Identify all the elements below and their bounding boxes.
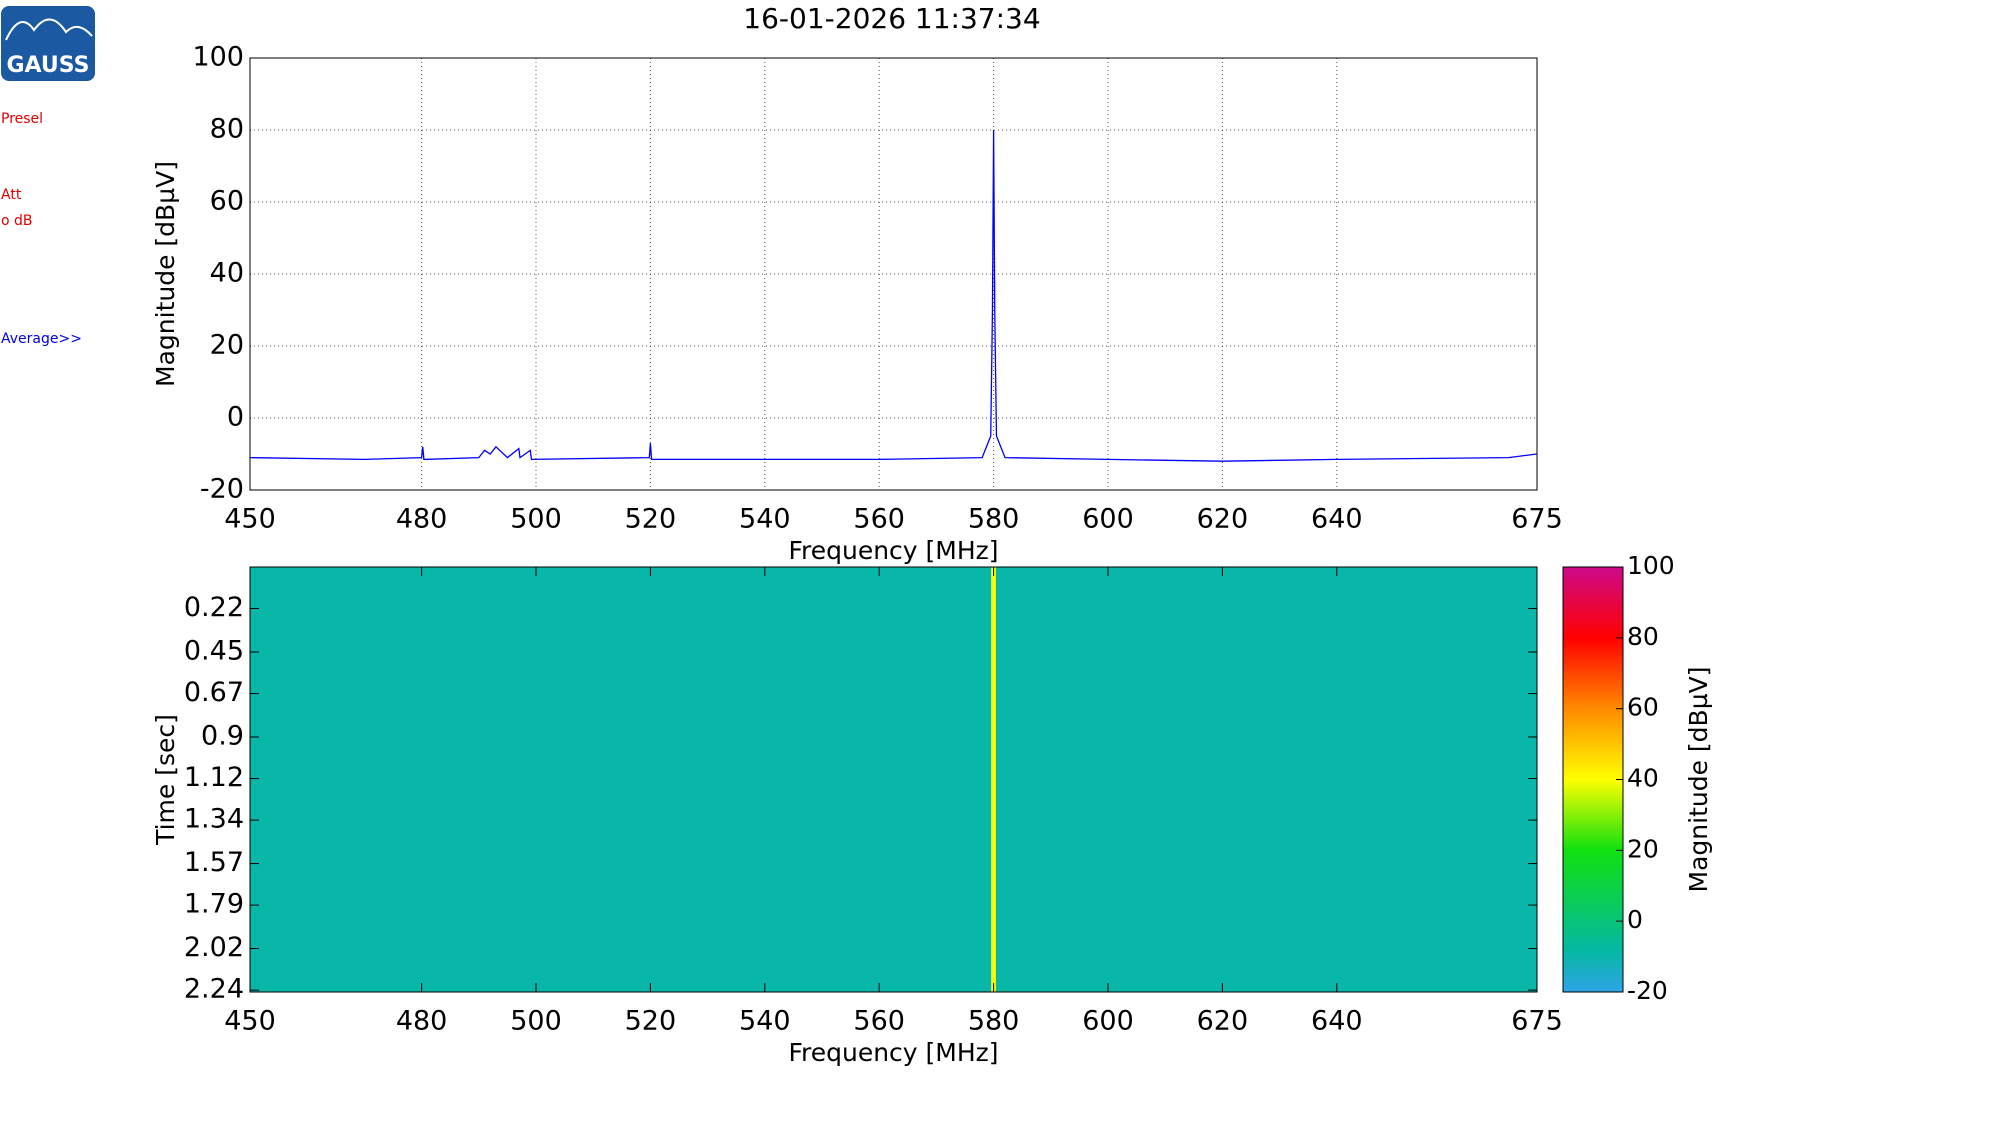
chart-title: 16-01-2026 11:37:34: [743, 2, 1040, 35]
y-tick-label: 2.24: [184, 974, 244, 1005]
x-tick-label: 675: [1511, 504, 1563, 535]
y-tick-label: 0: [227, 402, 244, 433]
y-tick-label: 60: [210, 186, 244, 217]
x-tick-label: 580: [968, 1006, 1020, 1037]
x-axis-label: Frequency [MHz]: [788, 1038, 998, 1067]
logo-wave: [5, 18, 93, 41]
y-tick-label: 80: [210, 114, 244, 145]
y-tick-label: 0.67: [184, 677, 244, 708]
x-tick-label: 560: [853, 1006, 905, 1037]
plot-frame: [249, 57, 1538, 491]
colorbar-tick-label: -20: [1627, 976, 1668, 1005]
average-button[interactable]: Average>>: [1, 331, 82, 347]
x-tick-label: 640: [1311, 504, 1363, 535]
y-tick-label: 1.57: [184, 847, 244, 878]
colorbar-label: Magnitude [dBµV]: [1684, 667, 1713, 893]
logo: GAUSS: [1, 6, 95, 81]
y-tick-label: 1.79: [184, 889, 244, 920]
y-axis-label: Time [sec]: [151, 714, 180, 846]
x-tick-label: 500: [510, 504, 562, 535]
att-value: o dB: [1, 213, 33, 229]
x-tick-label: 560: [853, 504, 905, 535]
heatmap-cell: [250, 567, 992, 992]
x-tick-label: 480: [396, 1006, 448, 1037]
colorbar-tick-label: 40: [1627, 764, 1659, 793]
heatmap-cell: [995, 567, 1537, 992]
att-label[interactable]: Att: [1, 187, 22, 203]
heatmap-cell: [991, 567, 996, 992]
colorbar-tick-label: 20: [1627, 834, 1659, 863]
x-tick-label: 640: [1311, 1006, 1363, 1037]
colorbar-tick-label: 60: [1627, 693, 1659, 722]
x-tick-label: 600: [1082, 504, 1134, 535]
spectrum-line: [249, 129, 1538, 462]
y-tick-label: 40: [210, 258, 244, 289]
x-tick-label: 520: [625, 504, 677, 535]
x-tick-label: 620: [1197, 1006, 1249, 1037]
colorbar: [1562, 566, 1624, 993]
x-tick-label: 450: [224, 504, 276, 535]
colorbar-tick-label: 80: [1627, 622, 1659, 651]
presel-label[interactable]: Presel: [1, 111, 43, 127]
y-axis-label: Magnitude [dBµV]: [151, 161, 180, 387]
x-tick-label: 620: [1197, 504, 1249, 535]
x-tick-label: 520: [625, 1006, 677, 1037]
y-tick-label: 1.12: [184, 762, 244, 793]
y-tick-label: 0.22: [184, 592, 244, 623]
x-axis-label: Frequency [MHz]: [788, 536, 998, 565]
x-tick-label: 540: [739, 1006, 791, 1037]
y-tick-label: 0.9: [201, 721, 244, 752]
y-tick-label: 2.02: [184, 932, 244, 963]
logo-badge: [1, 6, 95, 81]
x-tick-label: 500: [510, 1006, 562, 1037]
y-tick-label: 20: [210, 330, 244, 361]
x-tick-label: 600: [1082, 1006, 1134, 1037]
y-tick-label: 0.45: [184, 636, 244, 667]
y-tick-label: -20: [200, 474, 244, 505]
y-tick-label: 100: [192, 42, 244, 73]
x-tick-label: 480: [396, 504, 448, 535]
colorbar-tick-label: 0: [1627, 905, 1643, 934]
y-tick-label: 1.34: [184, 804, 244, 835]
colorbar-tick-label: 100: [1627, 551, 1675, 580]
logo-text: GAUSS: [7, 53, 90, 78]
plot-frame: [249, 566, 1538, 993]
x-tick-label: 450: [224, 1006, 276, 1037]
x-tick-label: 580: [968, 504, 1020, 535]
x-tick-label: 675: [1511, 1006, 1563, 1037]
x-tick-label: 540: [739, 504, 791, 535]
